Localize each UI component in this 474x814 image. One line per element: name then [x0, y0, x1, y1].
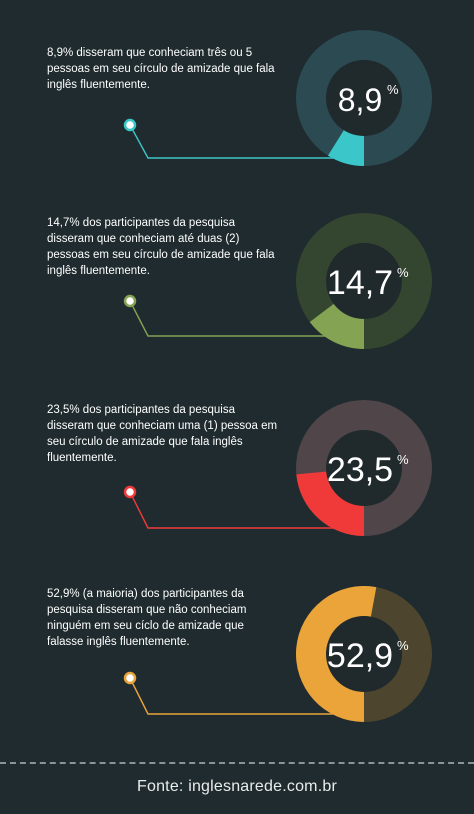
- donut-unit-label: %: [397, 265, 409, 280]
- donut-description: 8,9% disseram que conheciam três ou 5 pe…: [47, 47, 275, 91]
- donut-value-label: 8,9: [338, 82, 382, 118]
- connector-dot: [123, 294, 137, 308]
- connector-line: [129, 677, 364, 715]
- donut-description: 52,9% (a maioria) dos participantes da p…: [47, 588, 247, 648]
- donut-hole: [326, 616, 402, 692]
- donut-unit-label: %: [387, 82, 399, 97]
- footer-divider: [0, 762, 474, 764]
- donut-hole: [326, 430, 402, 506]
- connector-line: [129, 491, 364, 529]
- donut-description: 23,5% dos participantes da pesquisa diss…: [47, 404, 278, 464]
- donut-unit-label: %: [397, 452, 409, 467]
- connector-line: [129, 124, 364, 159]
- donut-value-label: 23,5: [327, 451, 393, 489]
- donut-hole: [326, 243, 402, 319]
- connector-dot: [123, 485, 137, 499]
- donut-value-label: 14,7: [327, 264, 393, 302]
- connector-dot: [123, 118, 137, 132]
- donut-unit-label: %: [397, 638, 409, 653]
- connector-line: [129, 300, 364, 337]
- connector-dot: [123, 671, 137, 685]
- donut-description: 14,7% dos participantes da pesquisa diss…: [47, 217, 275, 277]
- source-credit: Fonte: inglesnarede.com.br: [137, 778, 337, 795]
- donut-value-label: 52,9: [327, 637, 393, 675]
- donut-hole: [326, 60, 402, 136]
